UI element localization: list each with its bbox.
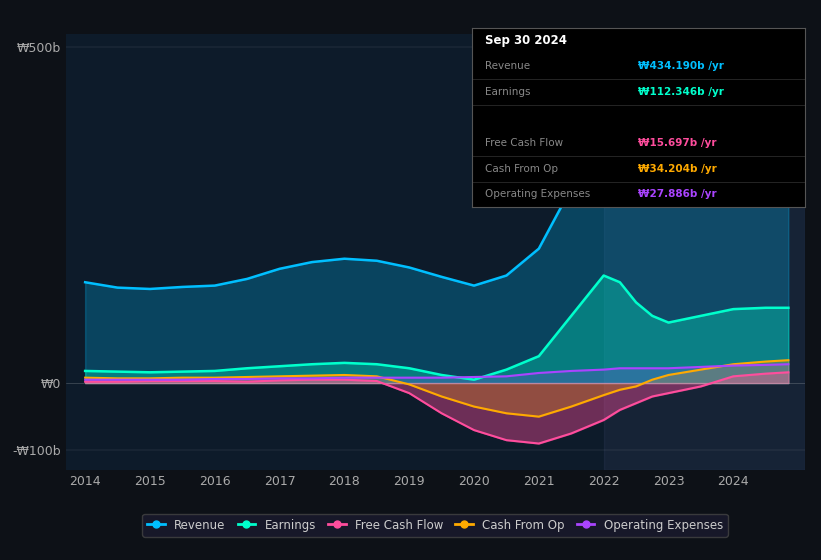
Text: Free Cash Flow: Free Cash Flow <box>485 138 563 148</box>
Text: ₩434.190b /yr: ₩434.190b /yr <box>639 62 724 71</box>
Text: Cash From Op: Cash From Op <box>485 164 558 174</box>
Text: Sep 30 2024: Sep 30 2024 <box>485 34 567 47</box>
Bar <box>603 34 805 470</box>
Text: Revenue: Revenue <box>485 62 530 71</box>
Text: Operating Expenses: Operating Expenses <box>485 189 590 199</box>
Text: Earnings: Earnings <box>485 87 531 97</box>
Text: ₩15.697b /yr: ₩15.697b /yr <box>639 138 717 148</box>
Text: ₩34.204b /yr: ₩34.204b /yr <box>639 164 717 174</box>
Legend: Revenue, Earnings, Free Cash Flow, Cash From Op, Operating Expenses: Revenue, Earnings, Free Cash Flow, Cash … <box>143 514 727 536</box>
Text: ₩112.346b /yr: ₩112.346b /yr <box>639 87 724 97</box>
Text: ₩27.886b /yr: ₩27.886b /yr <box>639 189 717 199</box>
